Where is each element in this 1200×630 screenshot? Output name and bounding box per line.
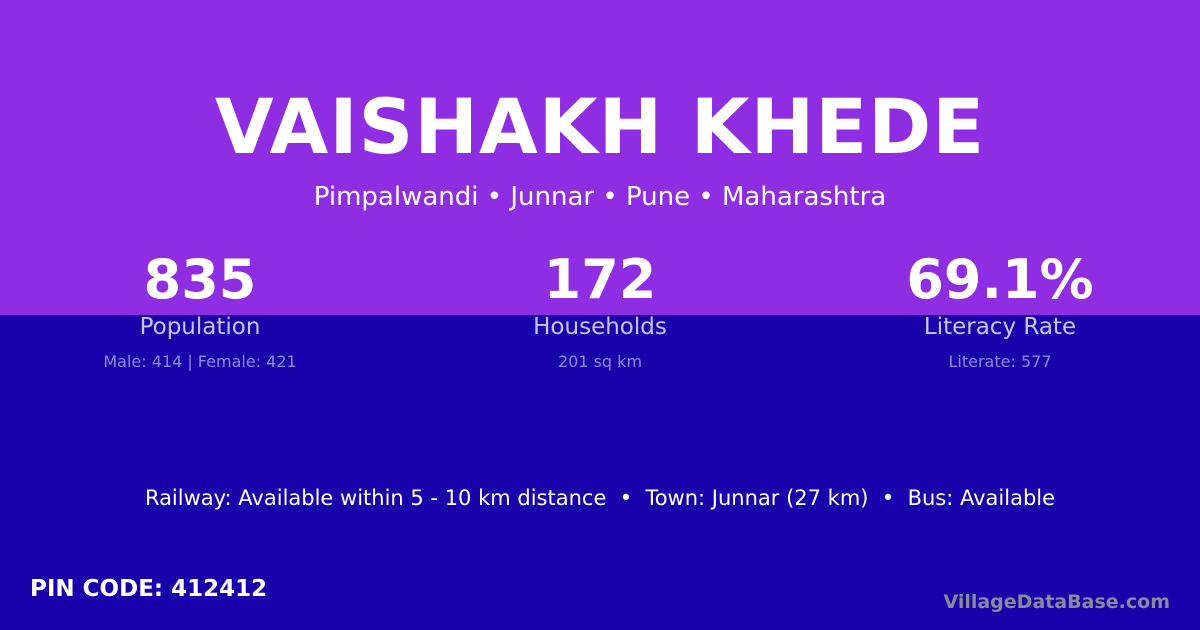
stat-value: 69.1%: [906, 248, 1094, 311]
footer-band: [0, 315, 1200, 630]
stat-population: 835 Population Male: 414 | Female: 421: [0, 248, 400, 371]
stat-label: Population: [139, 314, 261, 340]
stat-sub: Literate: 577: [948, 352, 1052, 371]
stat-literacy: 69.1% Literacy Rate Literate: 577: [800, 248, 1200, 371]
location-breadcrumb: Pimpalwandi • Junnar • Pune • Maharashtr…: [313, 182, 887, 212]
stat-sub: Male: 414 | Female: 421: [103, 352, 297, 371]
stat-value: 835: [143, 248, 257, 311]
stat-value: 172: [543, 248, 657, 311]
stat-sub: 201 sq km: [557, 352, 643, 371]
stat-households: 172 Households 201 sq km: [400, 248, 800, 371]
stat-label: Households: [533, 314, 667, 340]
watermark: VillageDataBase.com: [943, 591, 1170, 613]
pin-code: PIN CODE: 412412: [30, 576, 268, 602]
stat-label: Literacy Rate: [923, 314, 1077, 340]
header-band: [0, 0, 1200, 315]
amenities-info: Railway: Available within 5 - 10 km dist…: [144, 486, 1056, 510]
village-title: VAISHAKH KHEDE: [214, 82, 986, 171]
